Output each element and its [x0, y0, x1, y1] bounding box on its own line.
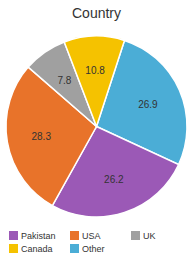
data-label: 10.8: [85, 65, 105, 76]
legend-swatch: [9, 231, 18, 240]
legend-item: USA: [70, 231, 101, 241]
data-label: 7.8: [57, 75, 71, 86]
legend-swatch: [9, 244, 18, 253]
legend-item: Other: [70, 244, 105, 254]
legend-label: USA: [82, 231, 101, 241]
chart: Country 26.9 26.2 28.3 7.8 10.8 Pakistan USA UK C…: [0, 0, 193, 261]
legend-label: Pakistan: [21, 231, 56, 241]
data-label: 26.9: [138, 99, 158, 110]
legend-swatch: [131, 231, 140, 240]
legend-item: UK: [131, 231, 156, 241]
legend-label: Other: [82, 244, 105, 254]
title: Country: [72, 5, 121, 21]
legend-swatch: [70, 231, 79, 240]
legend-item: Pakistan: [9, 231, 56, 241]
data-label: 28.3: [31, 131, 51, 142]
pie: [6, 36, 187, 217]
legend-label: UK: [143, 231, 156, 241]
data-labels: 26.9 26.2 28.3 7.8 10.8: [31, 65, 158, 185]
legend-swatch: [70, 244, 79, 253]
legend-item: Canada: [9, 244, 53, 254]
pie-slice: [64, 36, 124, 127]
legend: Pakistan USA UK Canada Other: [9, 231, 156, 254]
data-label: 26.2: [104, 174, 124, 185]
legend-label: Canada: [21, 244, 53, 254]
